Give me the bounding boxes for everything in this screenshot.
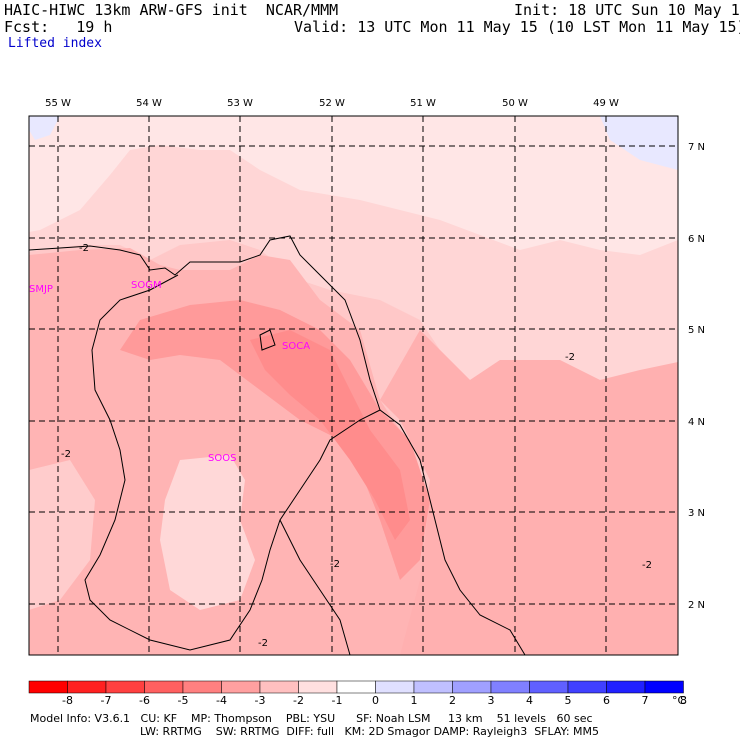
colorbar-labels: -8 -7 -6 -5 -4 -3 -2 -1 0 1 2 3 4 5 6 7 8	[62, 694, 687, 707]
longitude-labels: 55 W 54 W 53 W 52 W 51 W 50 W 49 W	[45, 98, 619, 109]
colorbar-value: 1	[411, 694, 418, 707]
lat-label: 4 N	[688, 417, 705, 428]
colorbar-value: 0	[372, 694, 379, 707]
lon-label: 53 W	[227, 98, 253, 109]
lat-label: 2 N	[688, 600, 705, 611]
latitude-labels: 7 N 6 N 5 N 4 N 3 N 2 N	[688, 142, 705, 611]
coastlines	[28, 235, 526, 656]
lon-label: 54 W	[136, 98, 162, 109]
map-frame	[28, 115, 679, 656]
colorbar-value: -8	[62, 694, 73, 707]
colorbar-value: 6	[603, 694, 610, 707]
contour-label: -2	[79, 243, 89, 254]
colorbar-swatch	[336, 680, 376, 694]
colorbar-swatch	[298, 680, 338, 694]
contour-label: -2	[642, 560, 652, 571]
lat-label: 6 N	[688, 234, 705, 245]
lon-label: 55 W	[45, 98, 71, 109]
contour-label: -2	[565, 352, 575, 363]
colorbar-value: -3	[255, 694, 266, 707]
colorbar-swatch	[182, 680, 222, 694]
colorbar-value: 3	[488, 694, 495, 707]
valid-time: Valid: 13 UTC Mon 11 May 15 (10 LST Mon …	[294, 18, 740, 36]
colorbar-value: -7	[101, 694, 112, 707]
contour-label: -2	[61, 449, 71, 460]
lat-label: 3 N	[688, 508, 705, 519]
title-line: HAIC-HIWC 13km ARW-GFS init NCAR/MMM	[4, 1, 339, 19]
colorbar-swatch	[375, 680, 415, 694]
colorbar-value: 5	[565, 694, 572, 707]
graticule	[29, 116, 678, 655]
lat-label: 7 N	[688, 142, 705, 153]
colorbar-swatch	[452, 680, 492, 694]
colorbar-swatch	[105, 680, 145, 694]
lon-label: 50 W	[502, 98, 528, 109]
station-soos: SOOS	[208, 453, 236, 464]
lon-label: 49 W	[593, 98, 619, 109]
colorbar-value: -1	[332, 694, 343, 707]
colorbar-swatch	[490, 680, 530, 694]
colorbar-value: 8	[680, 694, 687, 707]
colorbar-value: -2	[293, 694, 304, 707]
init-time: Init: 18 UTC Sun 10 May 15	[514, 1, 740, 19]
model-info-line2: LW: RRTMG SW: RRTMG DIFF: full KM: 2D Sm…	[140, 725, 600, 738]
colorbar-value: 4	[526, 694, 533, 707]
colorbar	[28, 680, 684, 694]
colorbar-unit: °C	[672, 694, 686, 707]
station-sogm: SOGM	[131, 280, 162, 291]
station-smjp: SMJP	[29, 284, 53, 295]
colorbar-swatch	[67, 680, 107, 694]
colorbar-value: -6	[139, 694, 150, 707]
colorbar-value: 7	[642, 694, 649, 707]
colorbar-swatch	[644, 680, 684, 694]
lon-label: 52 W	[319, 98, 345, 109]
colorbar-swatch	[221, 680, 261, 694]
lifted-index-field	[29, 116, 678, 655]
field-name: Lifted index	[8, 36, 102, 51]
colorbar-swatch	[606, 680, 646, 694]
colorbar-value: -4	[216, 694, 227, 707]
colorbar-value: 2	[449, 694, 456, 707]
colorbar-swatch	[567, 680, 607, 694]
colorbar-swatch	[413, 680, 453, 694]
station-soca: SOCA	[282, 341, 310, 352]
colorbar-swatch	[28, 680, 68, 694]
lat-label: 5 N	[688, 325, 705, 336]
lon-label: 51 W	[410, 98, 436, 109]
model-info-line1: Model Info: V3.6.1 CU: KF MP: Thompson P…	[30, 712, 593, 725]
contour-label: -2	[258, 638, 268, 649]
colorbar-swatch	[529, 680, 569, 694]
colorbar-swatch	[144, 680, 184, 694]
colorbar-swatch	[259, 680, 299, 694]
contour-label: -2	[330, 559, 340, 570]
colorbar-value: -5	[178, 694, 189, 707]
forecast-hour: Fcst: 19 h	[4, 18, 113, 36]
